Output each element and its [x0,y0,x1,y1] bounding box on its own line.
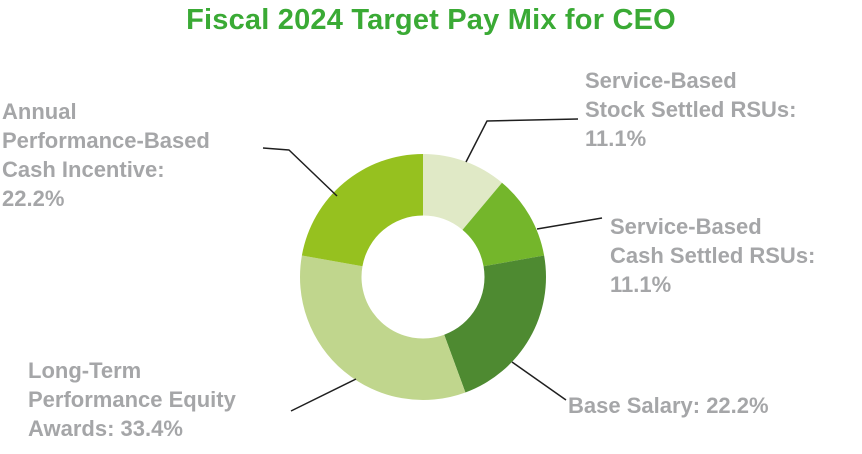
leader-line-cash-rsus [536,217,603,230]
label-line: 22.2% [2,186,65,211]
label-line: Performance Equity [28,387,236,412]
leader-line-long-term [290,378,357,412]
label-line: Base Salary: 22.2% [568,393,769,418]
label-line: Service-Based [610,214,762,239]
label-line: Performance-Based [2,128,210,153]
label-line: Cash Incentive: [2,157,165,182]
label-line: Annual [2,99,77,124]
leader-line-base-salary [511,361,567,401]
leader-line-stock-rsus [465,118,579,163]
leader-lines [262,118,603,412]
label-line: Long-Term [28,358,142,383]
label-line: Cash Settled RSUs: [610,243,816,268]
label-line: 11.1% [585,126,647,151]
label-annual-incentive: Annual Performance-Based Cash Incentive:… [2,97,210,213]
leader-line-annual-incentive [262,147,338,197]
label-long-term: Long-Term Performance Equity Awards: 33.… [28,356,236,443]
label-cash-rsus: Service-Based Cash Settled RSUs: 11.1% [610,212,815,299]
label-line: Awards: 33.4% [28,416,183,441]
label-line: 11.1% [610,272,672,297]
label-base-salary: Base Salary: 22.2% [568,391,769,420]
donut-slice-service-based-stock-settled-rsus [423,154,502,230]
label-line: Stock Settled RSUs: [585,97,797,122]
label-line: Service-Based [585,68,737,93]
donut-slice-annual-performance-based-cash-incentive [301,154,423,267]
donut-slice-base-salary [444,255,546,393]
label-stock-rsus: Service-Based Stock Settled RSUs: 11.1% [585,66,797,153]
page-title: Fiscal 2024 Target Pay Mix for CEO [186,4,676,36]
donut-slice-service-based-cash-settled-rsus [462,182,545,267]
donut-slices [300,154,546,400]
donut-slice-long-term-performance-equity-awards [300,255,466,400]
